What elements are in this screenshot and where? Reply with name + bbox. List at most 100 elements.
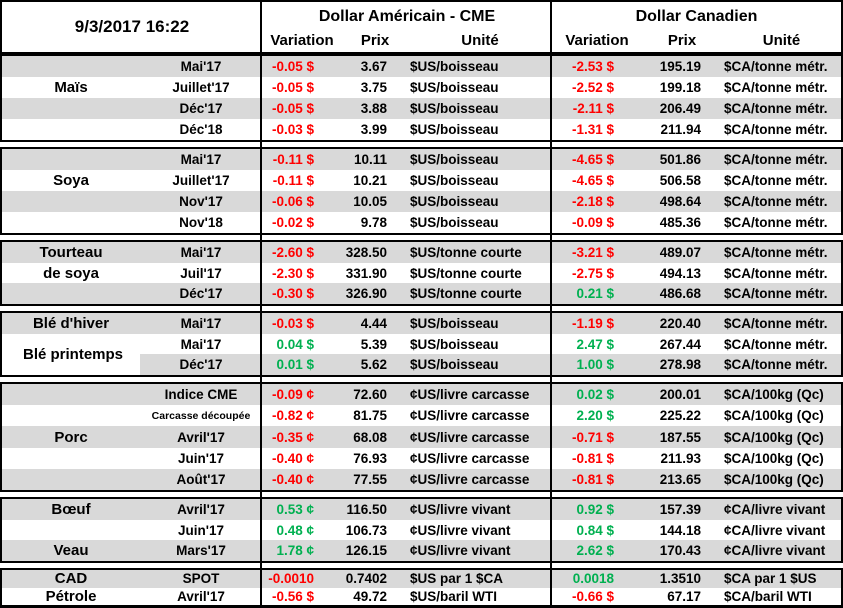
us-unit-cell: ¢US/livre carcasse xyxy=(410,408,530,424)
product-cell: Veau xyxy=(53,542,89,560)
term-cell: Mai'17 xyxy=(180,336,222,352)
ca-variation-cell: -0.81 $ xyxy=(571,450,614,466)
table-row: Porc Avril'17 -0.35 ¢ 68.08 ¢US/livre carcas… xyxy=(2,426,841,448)
ca-unit-cell: $CA/100kg (Qc) xyxy=(724,387,824,403)
us-unit-cell: ¢US/livre vivant xyxy=(410,522,511,538)
term-cell: Indice CME xyxy=(164,387,238,403)
us-price-cell: 3.88 xyxy=(360,101,387,116)
ca-price-cell: 494.13 xyxy=(659,265,701,281)
us-unit-cell: $US/boisseau xyxy=(410,315,499,331)
product-cell xyxy=(2,520,140,541)
product-cell: CAD xyxy=(54,570,88,588)
ca-variation-cell: 1.00 $ xyxy=(552,354,642,376)
us-price-cell: 72.60 xyxy=(353,387,387,403)
us-price-cell: 0.7402 xyxy=(345,571,387,587)
timestamp: 9/3/2017 16:22 xyxy=(74,17,190,36)
product-cell xyxy=(2,405,140,426)
ca-variation-cell: 0.84 $ xyxy=(576,522,614,538)
us-variation-cell: 0.48 ¢ xyxy=(276,522,314,538)
ca-price-cell: 144.18 xyxy=(659,522,701,538)
table-row: CAD SPOT -0.0010 0.7402 $US par 1 $CA 0.0018 1… xyxy=(2,570,841,588)
ca-price-cell: 278.98 xyxy=(642,354,722,376)
us-variation-cell: -0.05 $ xyxy=(271,59,314,74)
table-row: Mai'17 0.04 $ 5.39 $US/boisseau 2.47 $ 267.44… xyxy=(2,334,841,355)
us-price-cell: 9.78 xyxy=(360,215,387,230)
term-cell: Mai'17 xyxy=(180,59,222,74)
table-row: Déc'17 -0.05 $ 3.88 $US/boisseau -2.11 $ 206.… xyxy=(2,98,841,119)
us-unit-cell: $US/tonne courte xyxy=(410,244,522,260)
ca-price-cell: 206.49 xyxy=(659,101,701,116)
term-cell: Déc'17 xyxy=(179,286,223,302)
us-unit-cell: $US/boisseau xyxy=(410,59,499,74)
us-unit-cell: $US/boisseau xyxy=(410,336,499,352)
ca-unit-cell: $CA/baril WTI xyxy=(724,588,812,604)
us-price-column-header: Prix xyxy=(360,32,390,49)
us-variation-cell: -0.0010 xyxy=(268,571,314,587)
term-cell: Mai'17 xyxy=(180,315,222,331)
us-variation-cell: -0.30 $ xyxy=(271,286,314,302)
product-cell xyxy=(2,149,140,170)
table-row: Déc'17 0.01 $5.62 $US/boisseau 1.00 $278.98… xyxy=(2,354,841,376)
term-cell: Déc'18 xyxy=(179,122,223,137)
term-cell: SPOT xyxy=(182,571,220,587)
us-variation-column-header: Variation xyxy=(270,32,334,49)
product-cell xyxy=(2,98,140,119)
ca-variation-cell: 2.47 $ xyxy=(576,336,614,352)
ca-unit-cell: $CA/tonne métr. xyxy=(724,265,828,281)
us-unit-cell: $US/boisseau xyxy=(410,80,499,95)
term-cell: Déc'17 xyxy=(140,354,262,376)
ca-variation-cell: -4.65 $ xyxy=(571,173,614,188)
term-cell: Mai'17 xyxy=(180,244,222,260)
table-row: Nov'18 -0.02 $ 9.78 $US/boisseau -0.09 $ 485.… xyxy=(2,212,841,233)
ca-unit-cell: $CA/tonne métr. xyxy=(724,152,828,167)
us-price-cell: 106.73 xyxy=(345,522,387,538)
ca-price-cell: 220.40 xyxy=(659,315,701,331)
ca-variation-cell: -2.53 $ xyxy=(571,59,614,74)
us-price-cell: 10.11 xyxy=(353,152,387,167)
us-price-cell: 116.50 xyxy=(346,501,387,517)
us-variation-cell: -0.02 $ xyxy=(271,215,314,230)
us-price-cell: 68.08 xyxy=(353,429,387,445)
us-variation-cell: -2.60 $ xyxy=(271,244,314,260)
ca-variation-cell: 0.21 $ xyxy=(576,286,614,302)
us-price-cell: 81.75 xyxy=(353,408,387,424)
ca-variation-cell: -1.19 $ xyxy=(571,315,614,331)
table-row: Juin'17 -0.40 ¢ 76.93 ¢US/livre carcasse -0.… xyxy=(2,448,841,469)
ca-price-cell: 187.55 xyxy=(659,429,701,445)
ca-price-cell: 501.86 xyxy=(659,152,701,167)
ca-unit-column-header: Unité xyxy=(762,32,801,49)
ca-variation-cell: -0.81 $ xyxy=(571,471,614,487)
us-unit-cell: ¢US/livre carcasse xyxy=(410,471,530,487)
us-price-cell: 10.05 xyxy=(353,194,387,209)
table-row: Tourteau Mai'17 -2.60 $ 328.50 $US/tonne cou… xyxy=(2,242,841,263)
table-row: Mai'17 -0.11 $ 10.11 $US/boisseau -4.65 $ 501… xyxy=(2,149,841,170)
term-cell: Avril'17 xyxy=(177,501,225,517)
product-cell xyxy=(2,56,140,77)
us-dollar-section-title: Dollar Américain - CME xyxy=(318,8,496,25)
ca-unit-cell: $CA/tonne métr. xyxy=(722,354,841,376)
table-row: de soya Juil'17 -2.30 $ 331.90 $US/tonne cou… xyxy=(2,263,841,284)
ca-price-cell: 170.43 xyxy=(659,543,701,559)
ca-unit-cell: $CA/tonne métr. xyxy=(724,194,828,209)
ca-unit-cell: $CA/tonne métr. xyxy=(724,215,828,230)
product-cell: Tourteau xyxy=(39,243,103,261)
us-price-cell: 3.67 xyxy=(360,59,387,74)
us-price-cell: 328.50 xyxy=(345,244,387,260)
product-cell: de soya xyxy=(43,264,99,282)
ca-price-cell: 225.22 xyxy=(659,408,701,424)
us-variation-cell: -0.40 ¢ xyxy=(271,471,314,487)
ca-unit-cell: $CA/tonne métr. xyxy=(724,315,828,331)
ca-variation-cell: -0.66 $ xyxy=(571,588,614,604)
term-cell: Avril'17 xyxy=(177,588,225,604)
ca-unit-cell: $CA/tonne métr. xyxy=(724,173,828,188)
us-unit-cell: $US/boisseau xyxy=(410,173,499,188)
ca-price-cell: 489.07 xyxy=(659,244,701,260)
group-bl: Blé d'hiver Mai'17 -0.03 $ 4.44 $US/boisseau… xyxy=(0,311,843,377)
us-variation-cell: -0.09 ¢ xyxy=(271,387,314,403)
us-variation-cell: -0.82 ¢ xyxy=(271,408,314,424)
us-price-cell: 10.21 xyxy=(353,173,387,188)
us-price-cell: 3.99 xyxy=(360,122,387,137)
term-cell: Juin'17 xyxy=(178,522,224,538)
ca-price-cell: 211.94 xyxy=(660,122,701,137)
us-unit-cell: $US/boisseau xyxy=(410,215,499,230)
